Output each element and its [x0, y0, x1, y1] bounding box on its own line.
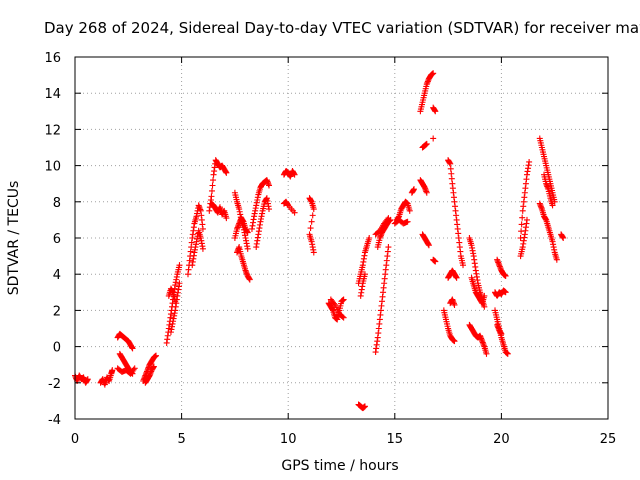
data-point [453, 274, 460, 281]
data-point [384, 216, 391, 223]
data-point [84, 376, 91, 383]
data-point [361, 271, 368, 278]
data-point [291, 171, 298, 178]
data-point [339, 313, 346, 320]
data-point [483, 350, 490, 357]
data-point [504, 350, 511, 357]
data-point [423, 189, 430, 196]
data-point [498, 330, 505, 337]
axis-ticks: 0 5 10 15 20 25 -4 -2 0 2 4 6 8 10 12 14 16 [44, 51, 616, 447]
y-tick-label: 10 [44, 160, 61, 175]
data-point [208, 187, 215, 194]
data-point [425, 242, 432, 249]
grid-lines [75, 57, 608, 419]
data-point [423, 140, 430, 147]
plot-frame [74, 56, 609, 420]
data-points [72, 70, 567, 412]
y-axis-label: SDTVAR / TECUs [6, 181, 22, 296]
data-point [560, 235, 567, 241]
data-point [404, 218, 411, 225]
data-point [451, 338, 458, 345]
data-point [209, 182, 216, 189]
data-point [199, 225, 206, 232]
data-point [502, 273, 509, 280]
x-axis-label: GPS time / hours [281, 458, 398, 474]
data-point [172, 298, 179, 305]
data-point [481, 292, 488, 299]
y-tick-label: 14 [44, 87, 61, 102]
data-point [523, 216, 530, 223]
data-point [451, 301, 458, 308]
data-point [385, 244, 392, 251]
data-point [432, 108, 439, 115]
data-point [553, 256, 560, 263]
data-point [244, 245, 251, 252]
data-point [502, 289, 509, 296]
data-point [432, 258, 439, 265]
data-point [150, 363, 157, 370]
data-point [176, 280, 183, 287]
data-point [131, 365, 138, 372]
data-point [519, 214, 526, 221]
y-tick-label: 6 [53, 232, 61, 247]
x-tick-label: 5 [177, 432, 185, 447]
data-point [130, 366, 137, 373]
data-point [199, 245, 206, 252]
y-tick-label: 4 [53, 268, 61, 283]
y-tick-label: 8 [53, 196, 61, 211]
data-point [385, 215, 392, 222]
data-point [208, 193, 215, 200]
data-point [430, 135, 437, 142]
data-point [176, 262, 183, 269]
data-point [153, 352, 160, 359]
x-tick-label: 25 [600, 432, 617, 447]
data-point [109, 367, 116, 374]
data-point [223, 215, 230, 222]
data-point [310, 249, 317, 256]
data-point [549, 202, 556, 209]
data-point [210, 177, 217, 184]
data-point [307, 225, 314, 232]
data-point [266, 206, 273, 213]
data-point [331, 300, 338, 307]
data-point [308, 218, 315, 225]
data-point [129, 345, 136, 352]
data-point [291, 209, 298, 216]
data-point [310, 206, 317, 213]
chart-title: Day 268 of 2024, Sidereal Day-to-day VTE… [44, 19, 640, 37]
data-point [526, 158, 533, 165]
data-point [410, 186, 417, 193]
data-point [340, 296, 347, 303]
data-point [361, 403, 368, 410]
x-tick-label: 15 [387, 432, 404, 447]
y-tick-label: -4 [48, 413, 61, 428]
y-tick-label: 16 [44, 51, 61, 66]
data-point [406, 207, 413, 214]
y-tick-label: 0 [53, 341, 61, 356]
x-tick-label: 20 [493, 432, 510, 447]
data-point [340, 314, 347, 321]
y-tick-label: -2 [48, 377, 61, 392]
data-point [223, 169, 230, 176]
data-point [366, 235, 373, 241]
data-point [481, 303, 488, 310]
x-tick-label: 0 [71, 432, 79, 447]
y-tick-label: 12 [44, 123, 61, 138]
data-point [309, 212, 316, 219]
data-point [430, 70, 437, 77]
data-point [460, 262, 467, 269]
x-tick-label: 10 [280, 432, 297, 447]
data-point [518, 221, 525, 228]
data-point [266, 182, 273, 189]
y-tick-label: 2 [53, 304, 61, 319]
data-point [246, 276, 253, 283]
